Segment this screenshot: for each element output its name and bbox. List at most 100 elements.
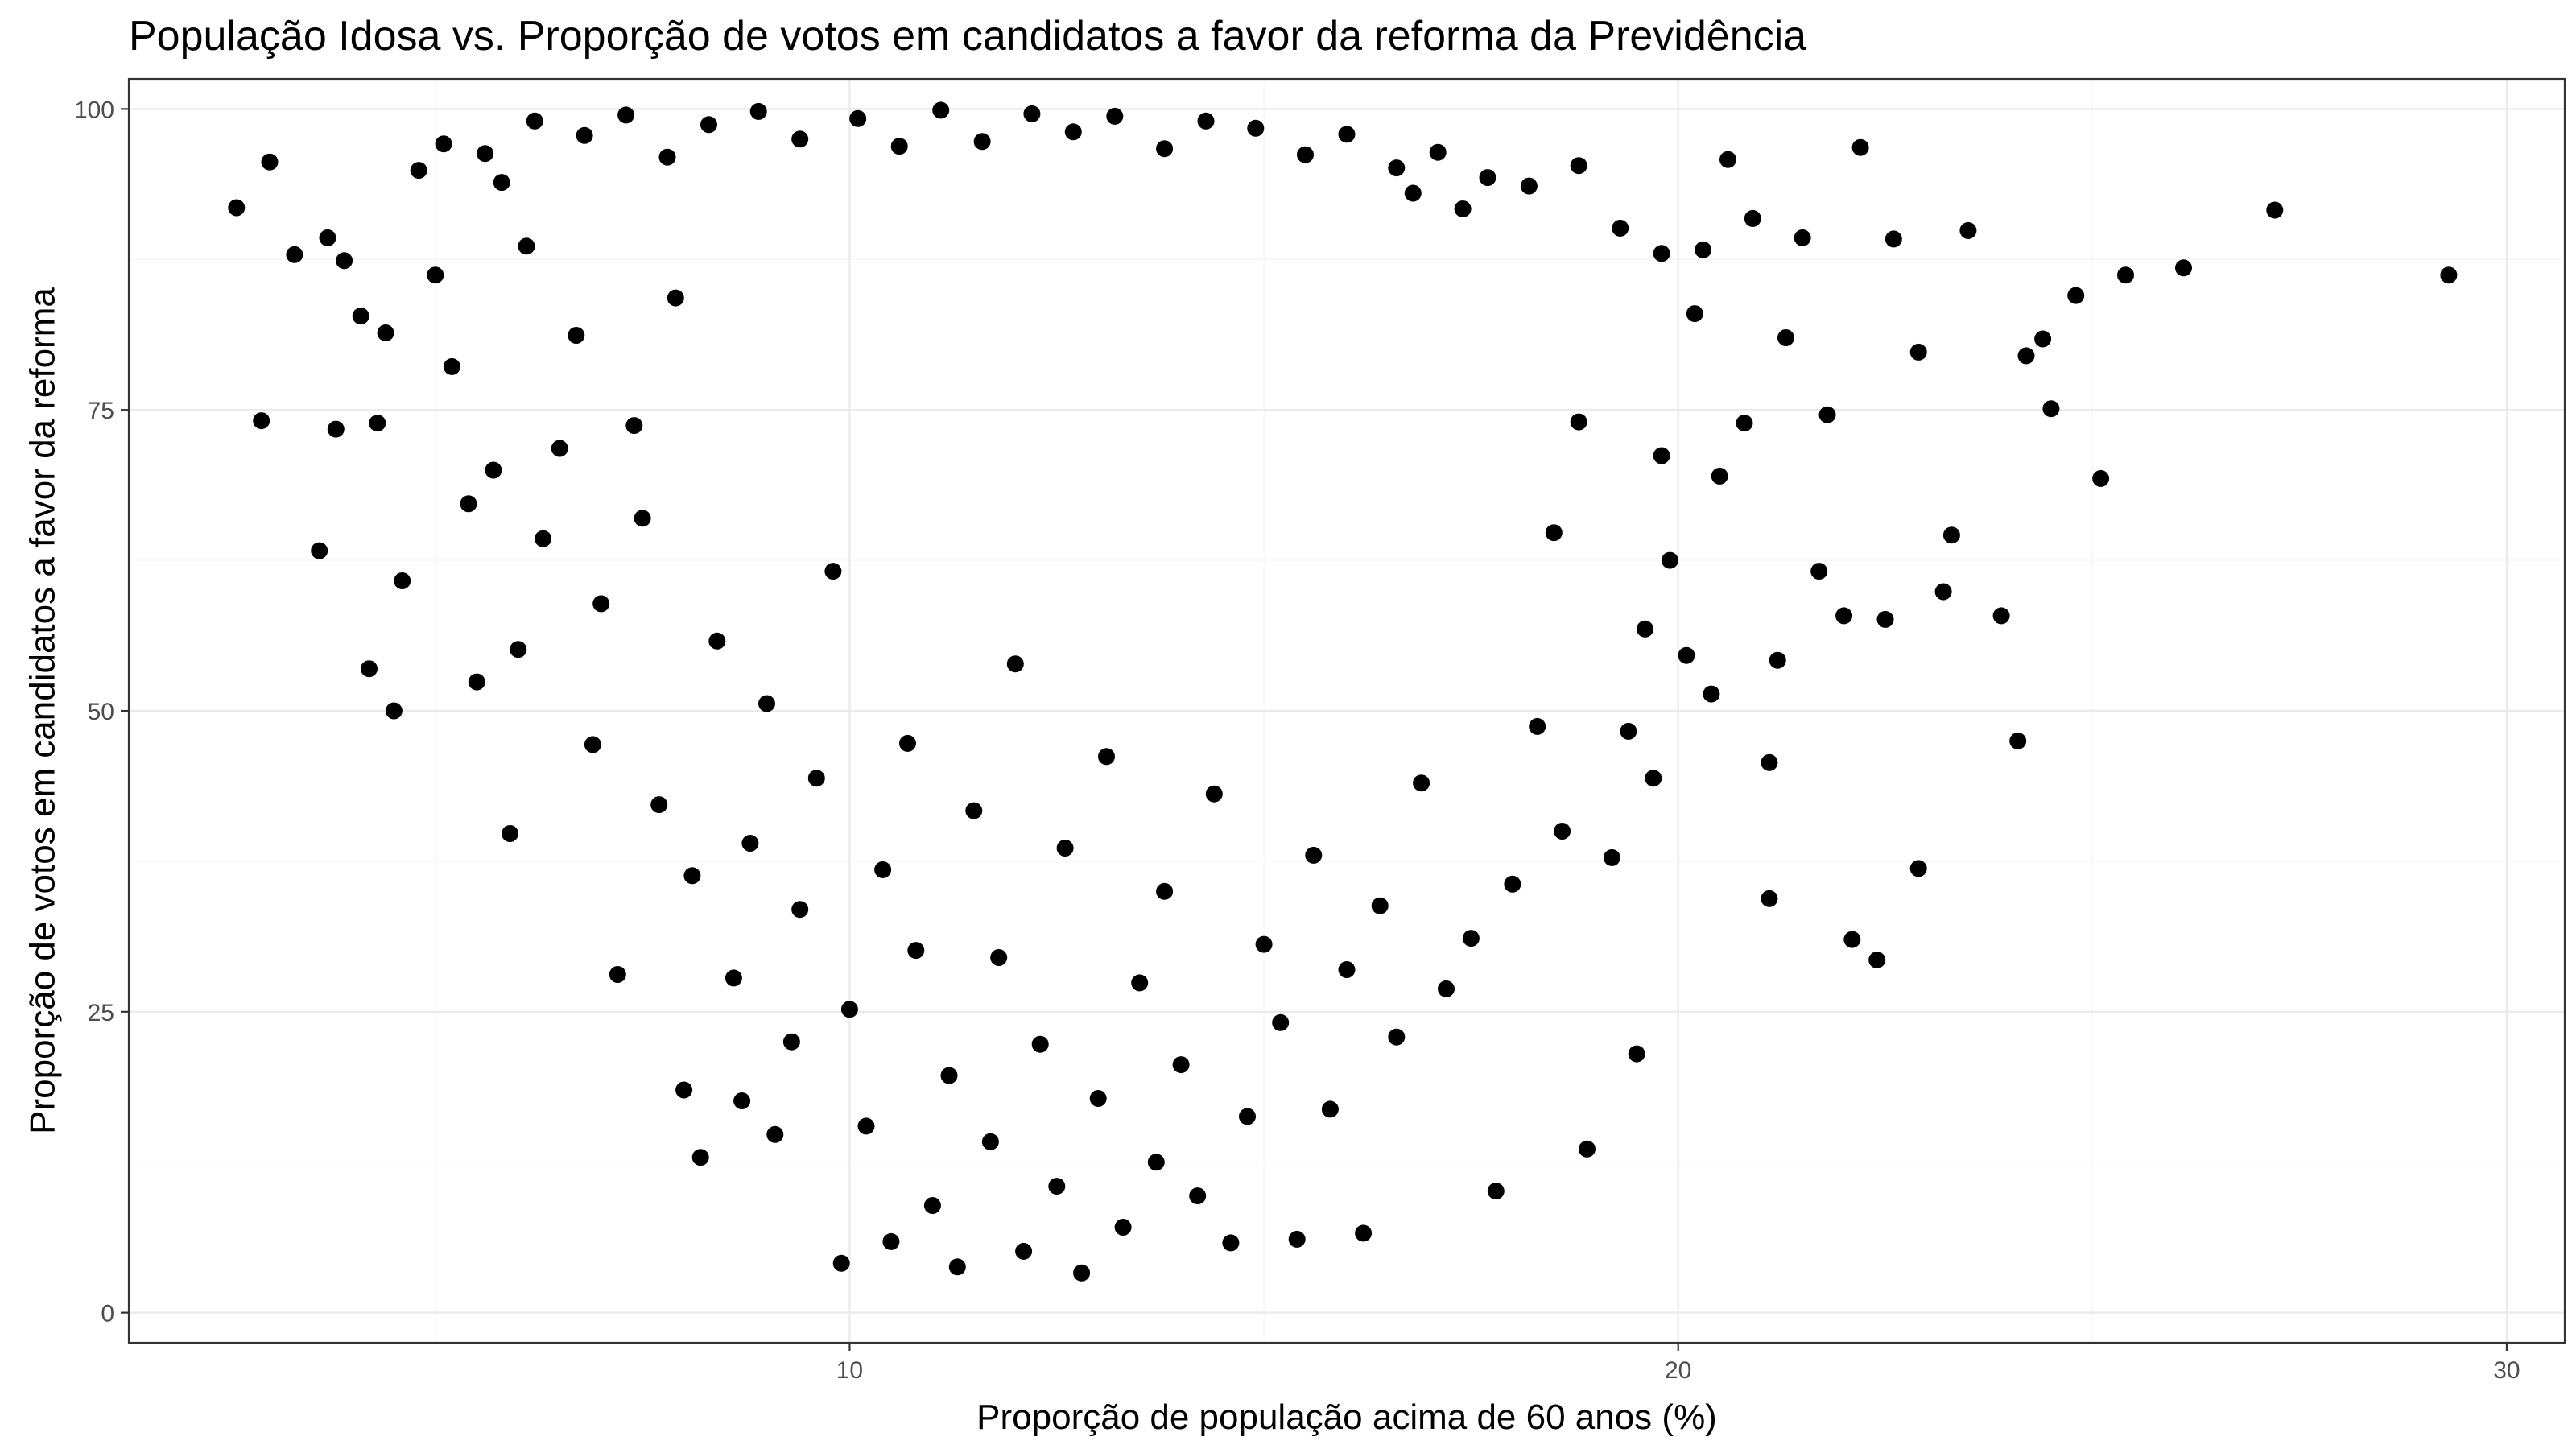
data-point bbox=[1570, 413, 1587, 431]
data-point bbox=[460, 495, 477, 513]
data-point bbox=[1603, 848, 1620, 866]
data-point bbox=[1189, 1187, 1207, 1205]
data-point bbox=[1197, 112, 1215, 130]
data-point bbox=[551, 440, 568, 457]
data-point bbox=[1355, 1224, 1373, 1242]
data-point bbox=[1909, 860, 1927, 877]
data-point bbox=[253, 412, 270, 430]
data-point bbox=[609, 966, 626, 983]
data-point bbox=[675, 1081, 693, 1099]
data-point bbox=[493, 174, 510, 192]
data-point bbox=[1992, 607, 2010, 625]
data-point bbox=[807, 770, 825, 787]
y-axis-ticks: 0 25 50 75 100 bbox=[74, 97, 129, 1327]
data-point bbox=[1404, 184, 1422, 202]
data-point bbox=[1934, 583, 1952, 601]
data-point bbox=[899, 734, 916, 752]
data-point bbox=[228, 199, 246, 217]
data-point bbox=[1048, 1178, 1066, 1195]
data-point bbox=[592, 595, 610, 613]
data-point bbox=[369, 415, 386, 432]
data-point bbox=[1579, 1140, 1596, 1158]
data-point bbox=[1885, 230, 1902, 248]
data-point bbox=[2092, 469, 2110, 487]
data-point bbox=[1056, 840, 1074, 857]
grid-lines bbox=[129, 79, 2565, 1343]
data-point bbox=[535, 530, 552, 547]
data-point bbox=[1388, 1028, 1406, 1046]
data-point bbox=[733, 1092, 751, 1109]
data-point bbox=[1678, 646, 1695, 664]
y-tick-label: 25 bbox=[88, 1000, 114, 1026]
data-point bbox=[2042, 400, 2060, 418]
data-point bbox=[518, 237, 535, 255]
data-point bbox=[1479, 169, 1496, 187]
data-point bbox=[1247, 119, 1265, 137]
data-point bbox=[1205, 785, 1223, 803]
data-point bbox=[485, 461, 502, 479]
data-point bbox=[1554, 823, 1571, 840]
data-point bbox=[1288, 1230, 1306, 1248]
data-point bbox=[1876, 610, 1894, 628]
data-point bbox=[2034, 330, 2052, 348]
data-point bbox=[1529, 717, 1546, 735]
data-point bbox=[435, 135, 452, 153]
data-point bbox=[1504, 875, 1521, 893]
data-point bbox=[1719, 151, 1736, 168]
data-point bbox=[1222, 1234, 1240, 1252]
data-point bbox=[502, 825, 518, 842]
data-point bbox=[2440, 266, 2458, 284]
data-points bbox=[228, 101, 2458, 1282]
data-point bbox=[923, 1197, 941, 1214]
data-point bbox=[1006, 655, 1024, 673]
data-point bbox=[1769, 651, 1786, 669]
data-point bbox=[1620, 722, 1637, 740]
data-point bbox=[1520, 177, 1538, 195]
data-point bbox=[907, 942, 925, 960]
data-point bbox=[327, 420, 345, 438]
data-point bbox=[990, 949, 1008, 966]
y-axis-title: Proporção de votos em candidatos a favor… bbox=[23, 287, 62, 1134]
data-point bbox=[1637, 620, 1653, 638]
data-point bbox=[1147, 1154, 1165, 1171]
data-point bbox=[1711, 467, 1728, 485]
data-point bbox=[940, 1067, 958, 1084]
data-point bbox=[617, 106, 635, 124]
data-point bbox=[791, 130, 809, 148]
data-point bbox=[691, 1149, 709, 1166]
data-point bbox=[832, 1254, 850, 1272]
data-point bbox=[1761, 890, 1778, 907]
data-point bbox=[568, 327, 585, 344]
data-point bbox=[824, 563, 842, 580]
data-point bbox=[973, 133, 991, 151]
data-point bbox=[766, 1125, 784, 1143]
y-tick-label: 75 bbox=[88, 398, 114, 424]
data-point bbox=[584, 736, 601, 753]
data-point bbox=[1612, 219, 1629, 237]
data-point bbox=[724, 969, 742, 987]
data-point bbox=[2017, 347, 2035, 365]
data-point bbox=[1239, 1108, 1256, 1125]
data-point bbox=[576, 126, 593, 144]
data-point bbox=[261, 153, 279, 171]
data-point bbox=[1736, 415, 1753, 432]
data-point bbox=[311, 542, 328, 559]
data-point bbox=[1429, 143, 1447, 161]
data-point bbox=[1371, 897, 1389, 914]
data-point bbox=[1744, 209, 1761, 227]
data-point bbox=[1098, 748, 1115, 766]
data-point bbox=[394, 572, 411, 589]
data-point bbox=[377, 324, 394, 341]
data-point bbox=[708, 632, 726, 650]
data-point bbox=[1695, 241, 1712, 258]
data-point bbox=[1172, 1056, 1190, 1074]
data-point bbox=[1628, 1045, 1645, 1063]
data-point bbox=[1031, 1035, 1049, 1053]
data-point bbox=[667, 289, 684, 307]
data-point bbox=[2067, 287, 2085, 304]
data-point bbox=[1338, 126, 1356, 143]
data-point bbox=[749, 102, 767, 120]
data-point bbox=[683, 867, 701, 885]
data-point bbox=[1321, 1100, 1339, 1118]
